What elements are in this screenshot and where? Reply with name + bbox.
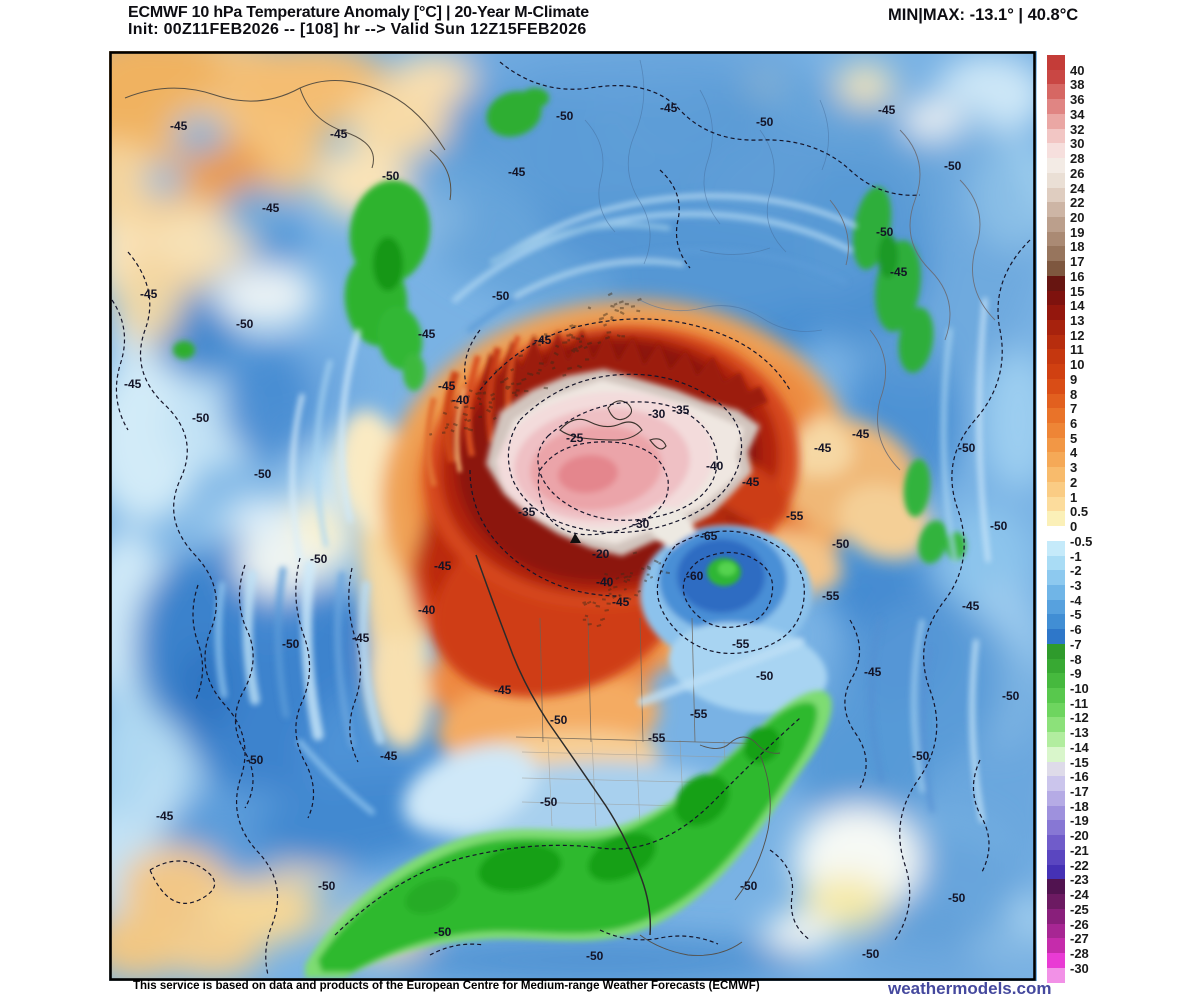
svg-text:-50: -50	[862, 947, 880, 961]
svg-text:-45: -45	[814, 441, 832, 455]
svg-text:-45: -45	[534, 333, 552, 347]
svg-text:-50: -50	[876, 225, 894, 239]
svg-text:-45: -45	[962, 599, 980, 613]
svg-text:-50: -50	[948, 891, 966, 905]
svg-text:-45: -45	[852, 427, 870, 441]
svg-text:-45: -45	[742, 475, 760, 489]
svg-text:-55: -55	[732, 637, 750, 651]
svg-text:-50: -50	[756, 115, 774, 129]
svg-text:-50: -50	[756, 669, 774, 683]
svg-text:-50: -50	[236, 317, 254, 331]
svg-text:-50: -50	[310, 552, 328, 566]
svg-text:-50: -50	[254, 467, 272, 481]
svg-text:-60: -60	[686, 569, 704, 583]
svg-text:-35: -35	[672, 403, 690, 417]
svg-text:-20: -20	[592, 547, 610, 561]
svg-text:-50: -50	[318, 879, 336, 893]
svg-text:-30: -30	[632, 517, 650, 531]
svg-text:-50: -50	[944, 159, 962, 173]
svg-text:-45: -45	[352, 631, 370, 645]
svg-text:-35: -35	[518, 505, 536, 519]
svg-text:-50: -50	[246, 753, 264, 767]
svg-text:-40: -40	[418, 603, 436, 617]
svg-text:-50: -50	[958, 441, 976, 455]
svg-text:-50: -50	[832, 537, 850, 551]
svg-text:-50: -50	[740, 879, 758, 893]
svg-text:-50: -50	[434, 925, 452, 939]
svg-text:-50: -50	[492, 289, 510, 303]
svg-text:-55: -55	[822, 589, 840, 603]
svg-text:-45: -45	[612, 595, 630, 609]
svg-text:-45: -45	[878, 103, 896, 117]
svg-text:-45: -45	[330, 127, 348, 141]
svg-text:-45: -45	[434, 559, 452, 573]
svg-text:-50: -50	[912, 749, 930, 763]
svg-text:-65: -65	[700, 529, 718, 543]
svg-text:-50: -50	[1002, 689, 1020, 703]
svg-text:-30: -30	[648, 407, 666, 421]
svg-text:-45: -45	[890, 265, 908, 279]
svg-text:-45: -45	[262, 201, 280, 215]
svg-text:-50: -50	[990, 519, 1008, 533]
svg-text:-45: -45	[438, 379, 456, 393]
svg-text:-40: -40	[596, 575, 614, 589]
svg-text:-45: -45	[660, 101, 678, 115]
svg-text:-45: -45	[494, 683, 512, 697]
svg-text:-50: -50	[586, 949, 604, 963]
svg-text:-50: -50	[540, 795, 558, 809]
svg-text:-45: -45	[508, 165, 526, 179]
svg-text:-25: -25	[566, 431, 584, 445]
svg-text:-50: -50	[282, 637, 300, 651]
svg-text:-45: -45	[170, 119, 188, 133]
svg-text:-45: -45	[140, 287, 158, 301]
svg-text:-45: -45	[864, 665, 882, 679]
svg-text:-40: -40	[706, 459, 724, 473]
svg-text:-55: -55	[690, 707, 708, 721]
svg-text:-45: -45	[380, 749, 398, 763]
svg-text:-45: -45	[124, 377, 142, 391]
svg-text:-40: -40	[452, 393, 470, 407]
svg-text:-45: -45	[418, 327, 436, 341]
svg-text:-50: -50	[382, 169, 400, 183]
svg-text:-50: -50	[192, 411, 210, 425]
svg-text:-45: -45	[156, 809, 174, 823]
svg-text:-55: -55	[648, 731, 666, 745]
svg-text:-50: -50	[550, 713, 568, 727]
svg-text:-50: -50	[556, 109, 574, 123]
svg-text:-55: -55	[786, 509, 804, 523]
